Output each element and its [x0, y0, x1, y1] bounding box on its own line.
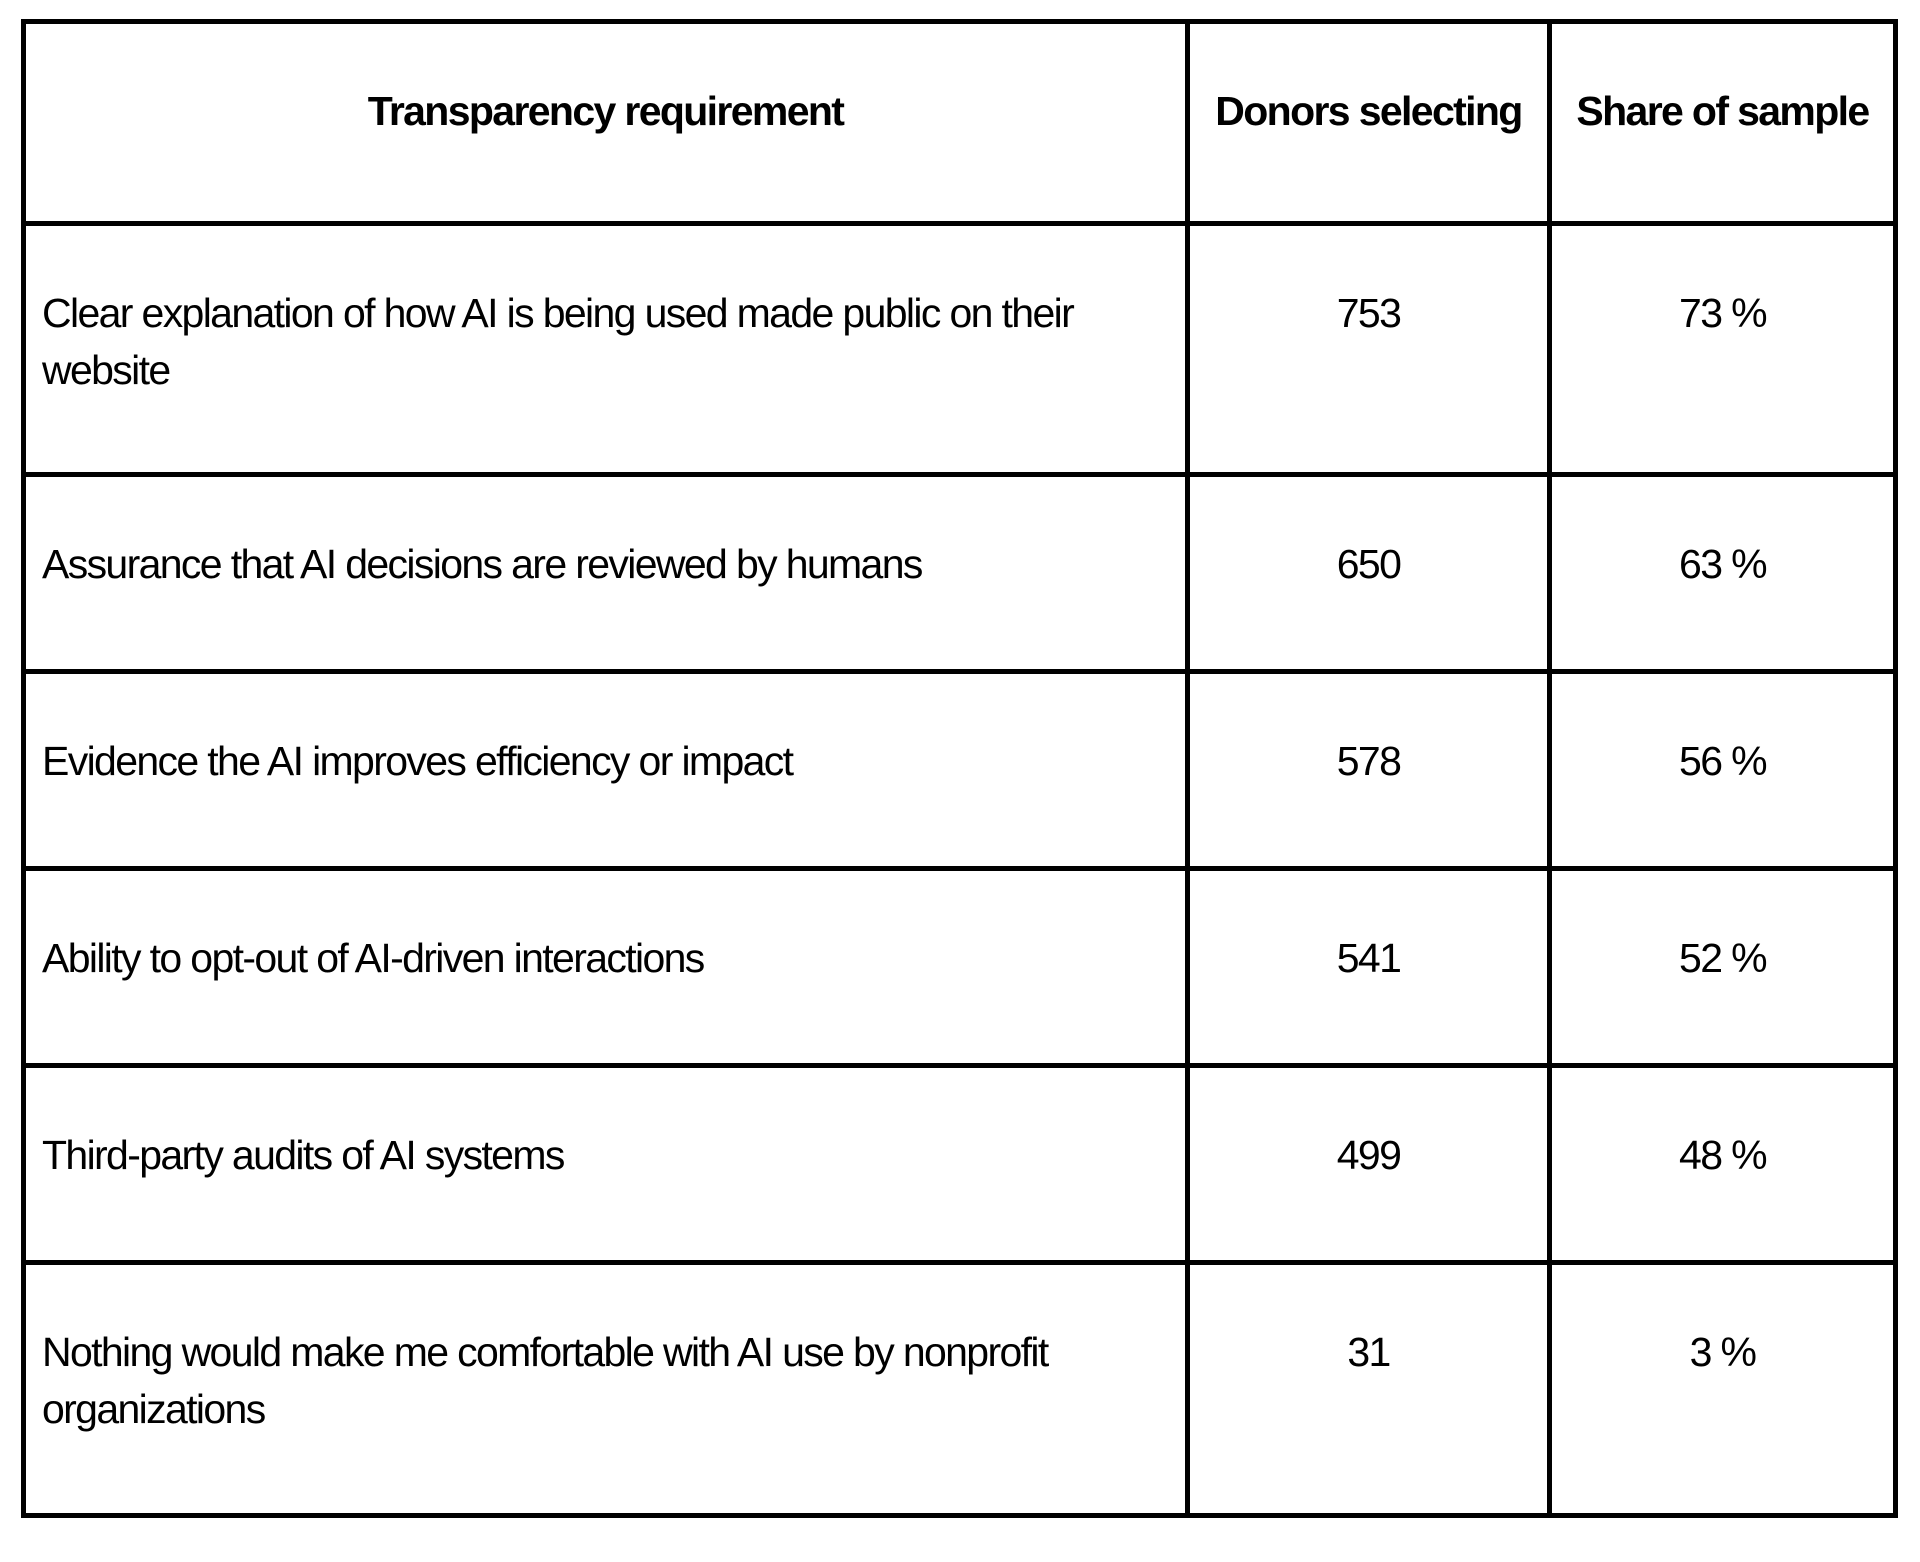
table-header-row: Transparency requirement Donors selectin… [21, 19, 1898, 226]
table-row: Ability to opt-out of AI-driven interact… [21, 866, 1898, 1068]
cell-donors-selecting: 541 [1185, 866, 1552, 1068]
cell-donors-selecting: 753 [1185, 221, 1552, 477]
column-header-share-of-sample: Share of sample [1547, 19, 1898, 226]
cell-donors-selecting: 31 [1185, 1260, 1552, 1518]
column-header-donors-selecting: Donors selecting [1185, 19, 1552, 226]
cell-donors-selecting: 499 [1185, 1063, 1552, 1265]
table-row: Evidence the AI improves efficiency or i… [21, 669, 1898, 871]
cell-share-of-sample: 56 % [1547, 669, 1898, 871]
cell-requirement: Nothing would make me comfortable with A… [21, 1260, 1190, 1518]
cell-requirement: Ability to opt-out of AI-driven interact… [21, 866, 1190, 1068]
cell-requirement: Evidence the AI improves efficiency or i… [21, 669, 1190, 871]
cell-requirement: Third-party audits of AI systems [21, 1063, 1190, 1265]
table-row: Third-party audits of AI systems 499 48 … [21, 1063, 1898, 1265]
cell-share-of-sample: 48 % [1547, 1063, 1898, 1265]
table-row: Clear explanation of how AI is being use… [21, 221, 1898, 477]
table-row: Assurance that AI decisions are reviewed… [21, 472, 1898, 674]
cell-requirement: Assurance that AI decisions are reviewed… [21, 472, 1190, 674]
cell-share-of-sample: 3 % [1547, 1260, 1898, 1518]
transparency-requirements-table: Transparency requirement Donors selectin… [21, 19, 1898, 1518]
column-header-transparency-requirement: Transparency requirement [21, 19, 1190, 226]
cell-donors-selecting: 578 [1185, 669, 1552, 871]
cell-share-of-sample: 63 % [1547, 472, 1898, 674]
cell-requirement: Clear explanation of how AI is being use… [21, 221, 1190, 477]
cell-share-of-sample: 52 % [1547, 866, 1898, 1068]
cell-share-of-sample: 73 % [1547, 221, 1898, 477]
table-row: Nothing would make me comfortable with A… [21, 1260, 1898, 1518]
cell-donors-selecting: 650 [1185, 472, 1552, 674]
